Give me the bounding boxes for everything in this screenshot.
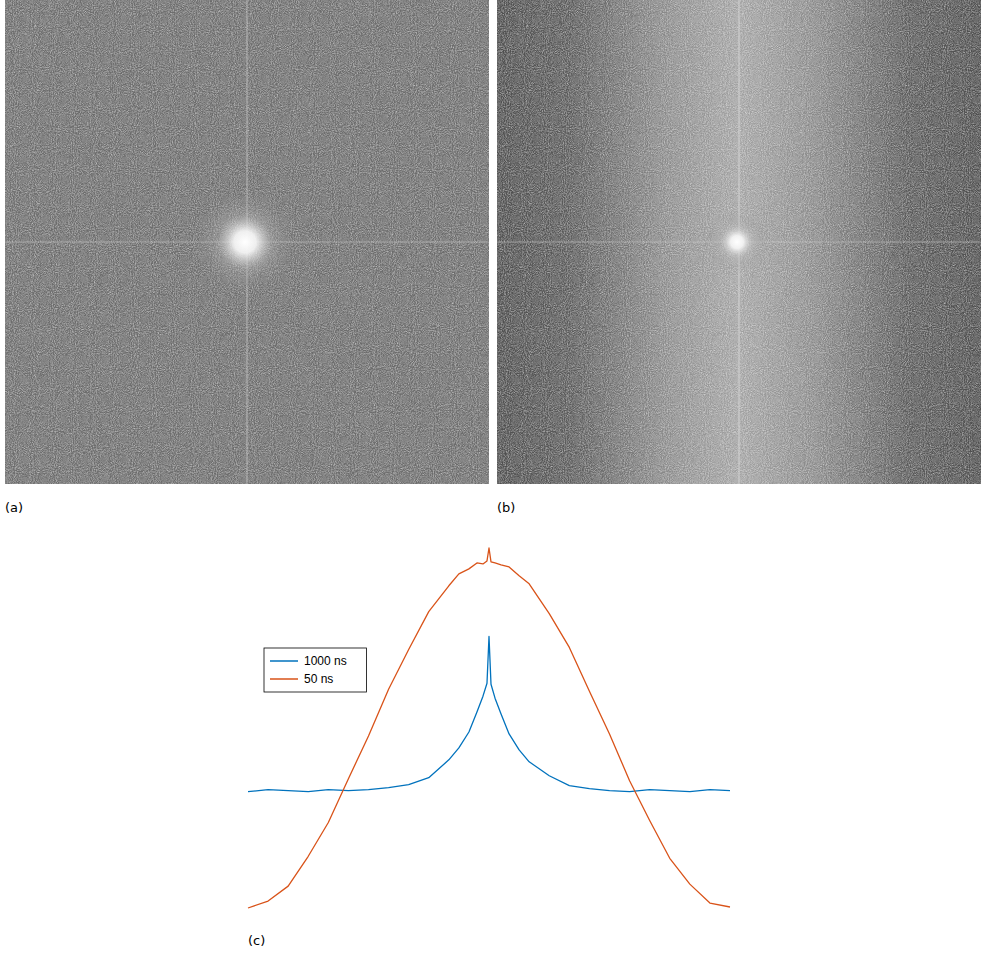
legend: 1000 ns 50 ns bbox=[264, 648, 366, 692]
image-noise bbox=[497, 0, 981, 484]
spectrum-image bbox=[497, 0, 981, 484]
legend-label: 1000 ns bbox=[304, 654, 347, 668]
panel-label: (a) bbox=[5, 500, 23, 515]
legend-swatch bbox=[270, 660, 298, 662]
image-background bbox=[497, 0, 981, 484]
image-background bbox=[5, 0, 489, 484]
legend-box bbox=[264, 648, 366, 692]
series-line bbox=[248, 637, 730, 792]
legend-swatch bbox=[270, 678, 298, 680]
spectrum-image bbox=[5, 0, 489, 484]
series-line bbox=[248, 548, 730, 908]
legend-label: 50 ns bbox=[304, 672, 333, 686]
panel-label: (c) bbox=[248, 933, 265, 948]
central-peak bbox=[190, 187, 300, 297]
image-noise bbox=[5, 0, 489, 484]
plot-area bbox=[248, 548, 730, 908]
central-peak bbox=[705, 210, 769, 274]
panel-label: (b) bbox=[497, 500, 515, 515]
figure: (a) (b) 1000 ns 50 ns (c) bbox=[0, 0, 981, 955]
